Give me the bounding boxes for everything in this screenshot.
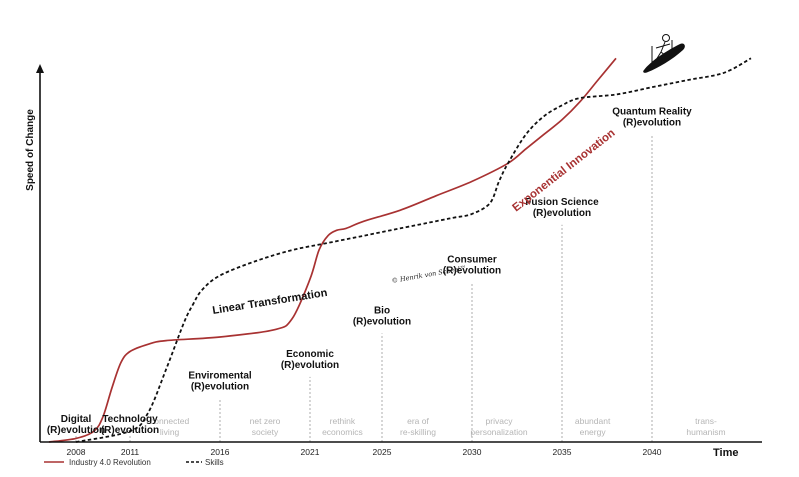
revolution-label-line1: Fusion Science (525, 197, 599, 208)
revolution-label-line1: Digital (61, 414, 92, 425)
era-label-line2: society (252, 427, 279, 437)
revolution-label-line2: (R)evolution (623, 117, 681, 128)
x-tick-label: 2008 (67, 447, 86, 457)
revolution-label-line2: (R)evolution (101, 425, 159, 436)
revolution-label-line2: (R)evolution (191, 382, 249, 393)
era-label-line2: economics (322, 427, 363, 437)
revolution-label-line2: (R)evolution (353, 316, 411, 327)
era-label-line2: personalization (470, 427, 527, 437)
era-label-line1: abundant (575, 416, 611, 426)
x-tick-labels: 2008 2011 2016 2021 2025 2030 2035 2040 (67, 447, 662, 457)
era-label-line2: energy (580, 427, 607, 437)
legend-label-skills: Skills (205, 458, 224, 467)
revolution-label-line1: Bio (374, 305, 390, 316)
series-line-industry-4-0 (48, 57, 617, 443)
series-layer (48, 57, 752, 443)
revolution-label-line1: Economic (286, 349, 334, 360)
revolution-label-line2: (R)evolution (281, 360, 339, 371)
era-label-line2: living (160, 427, 180, 437)
x-tick-label: 2030 (463, 447, 482, 457)
era-label-line1: net zero (250, 416, 281, 426)
era-label-line1: connected (150, 416, 189, 426)
era-label-line2: humanism (686, 427, 725, 437)
x-axis-label: Time (713, 447, 738, 459)
revolution-guides (75, 134, 653, 442)
x-tick-label: 2040 (643, 447, 662, 457)
revolution-labels: Digital(R)evolutionTechnology(R)evolutio… (47, 106, 692, 436)
era-label-line1: era of (407, 416, 429, 426)
x-tick-label: 2021 (301, 447, 320, 457)
linear-transformation-label: Linear Transformation (212, 287, 329, 317)
skier-illustration-icon (643, 34, 685, 73)
revolution-label-line1: Consumer (447, 255, 497, 266)
x-tick-label: 2011 (121, 447, 140, 457)
era-label-line2: re-skilling (400, 427, 436, 437)
era-label-line1: rethink (330, 416, 356, 426)
era-label-line1: privacy (486, 416, 514, 426)
x-tick-label: 2035 (553, 447, 572, 457)
revolution-label-line2: (R)evolution (443, 266, 501, 277)
legend-label-industry: Industry 4.0 Revolution (69, 458, 151, 467)
revolution-label-line2: (R)evolution (47, 425, 105, 436)
revolution-label-line2: (R)evolution (533, 208, 591, 219)
legend: Industry 4.0 Revolution Skills (44, 458, 224, 467)
x-tick-label: 2025 (373, 447, 392, 457)
y-axis-label: Speed of Change (25, 109, 36, 191)
era-label-line1: trans- (695, 416, 717, 426)
x-tick-label: 2016 (211, 447, 230, 457)
revolution-label-line1: Enviromental (188, 371, 252, 382)
revolution-label-line1: Quantum Reality (612, 106, 692, 117)
revolution-label-line1: Technology (102, 414, 158, 425)
